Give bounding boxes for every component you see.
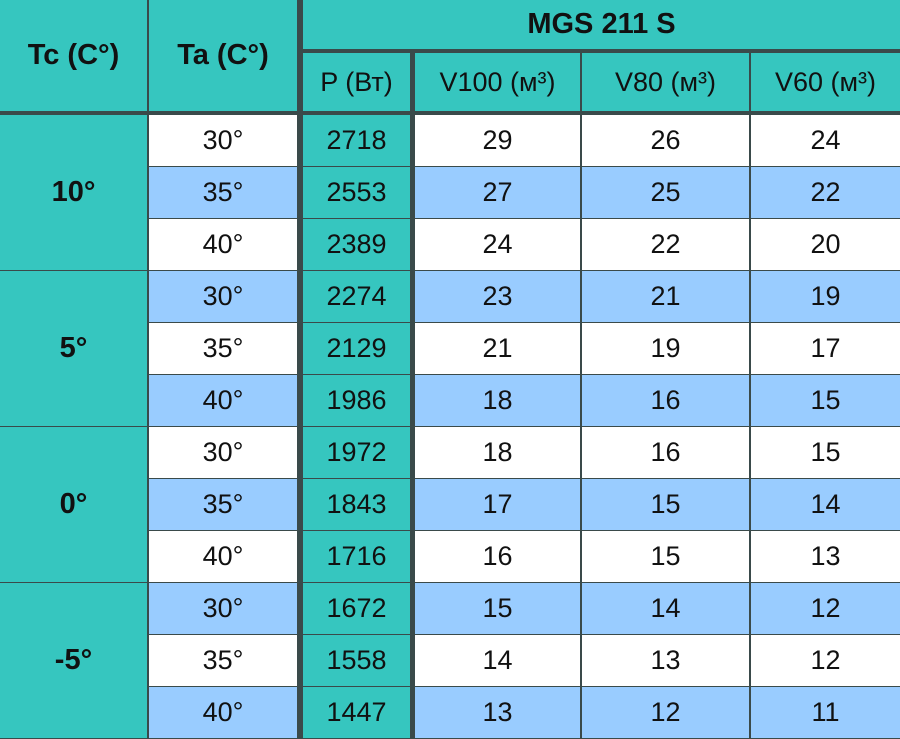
tc-cell: 10° <box>0 115 147 270</box>
ta-cell: 30° <box>149 115 297 166</box>
volume-cell: 15 <box>582 531 749 582</box>
power-cell: 1447 <box>303 687 410 738</box>
volume-cell: 16 <box>582 375 749 426</box>
ta-cell: 30° <box>149 583 297 634</box>
ta-cell: 40° <box>149 219 297 270</box>
volume-cell: 16 <box>415 531 580 582</box>
volume-cell: 25 <box>582 167 749 218</box>
volume-cell: 22 <box>751 167 900 218</box>
volume-cell: 15 <box>415 583 580 634</box>
tc-header: Tc (C°) <box>0 0 147 111</box>
ta-cell: 35° <box>149 479 297 530</box>
volume-cell: 14 <box>582 583 749 634</box>
ta-cell: 35° <box>149 323 297 374</box>
column-header: V80 (м³) <box>582 53 749 111</box>
tc-cell: 0° <box>0 427 147 582</box>
volume-cell: 13 <box>582 635 749 686</box>
volume-cell: 26 <box>582 115 749 166</box>
volume-cell: 24 <box>415 219 580 270</box>
power-cell: 1672 <box>303 583 410 634</box>
power-cell: 2129 <box>303 323 410 374</box>
ta-cell: 30° <box>149 427 297 478</box>
power-cell: 2718 <box>303 115 410 166</box>
volume-cell: 15 <box>751 427 900 478</box>
column-header: P (Вт) <box>303 53 410 111</box>
volume-cell: 15 <box>582 479 749 530</box>
power-cell: 2553 <box>303 167 410 218</box>
tc-cell: 5° <box>0 271 147 426</box>
volume-cell: 17 <box>751 323 900 374</box>
column-header: V100 (м³) <box>415 53 580 111</box>
volume-cell: 12 <box>582 687 749 738</box>
ta-cell: 40° <box>149 375 297 426</box>
volume-cell: 21 <box>415 323 580 374</box>
power-cell: 1843 <box>303 479 410 530</box>
volume-cell: 19 <box>582 323 749 374</box>
ta-cell: 35° <box>149 167 297 218</box>
ta-header: Ta (C°) <box>149 0 297 111</box>
volume-cell: 21 <box>582 271 749 322</box>
volume-cell: 18 <box>415 427 580 478</box>
volume-cell: 19 <box>751 271 900 322</box>
volume-cell: 17 <box>415 479 580 530</box>
volume-cell: 27 <box>415 167 580 218</box>
tc-cell: -5° <box>0 583 147 738</box>
ta-cell: 30° <box>149 271 297 322</box>
model-header: MGS 211 S <box>303 0 900 49</box>
volume-cell: 12 <box>751 583 900 634</box>
volume-cell: 23 <box>415 271 580 322</box>
ta-cell: 40° <box>149 531 297 582</box>
power-cell: 2274 <box>303 271 410 322</box>
volume-cell: 20 <box>751 219 900 270</box>
column-header: V60 (м³) <box>751 53 900 111</box>
volume-cell: 18 <box>415 375 580 426</box>
power-cell: 1558 <box>303 635 410 686</box>
power-cell: 1972 <box>303 427 410 478</box>
power-cell: 1986 <box>303 375 410 426</box>
volume-cell: 12 <box>751 635 900 686</box>
volume-cell: 13 <box>415 687 580 738</box>
volume-cell: 16 <box>582 427 749 478</box>
volume-cell: 11 <box>751 687 900 738</box>
power-cell: 2389 <box>303 219 410 270</box>
ta-cell: 35° <box>149 635 297 686</box>
volume-cell: 22 <box>582 219 749 270</box>
volume-cell: 14 <box>415 635 580 686</box>
volume-cell: 29 <box>415 115 580 166</box>
volume-cell: 24 <box>751 115 900 166</box>
volume-cell: 13 <box>751 531 900 582</box>
volume-cell: 14 <box>751 479 900 530</box>
ta-cell: 40° <box>149 687 297 738</box>
power-cell: 1716 <box>303 531 410 582</box>
volume-cell: 15 <box>751 375 900 426</box>
